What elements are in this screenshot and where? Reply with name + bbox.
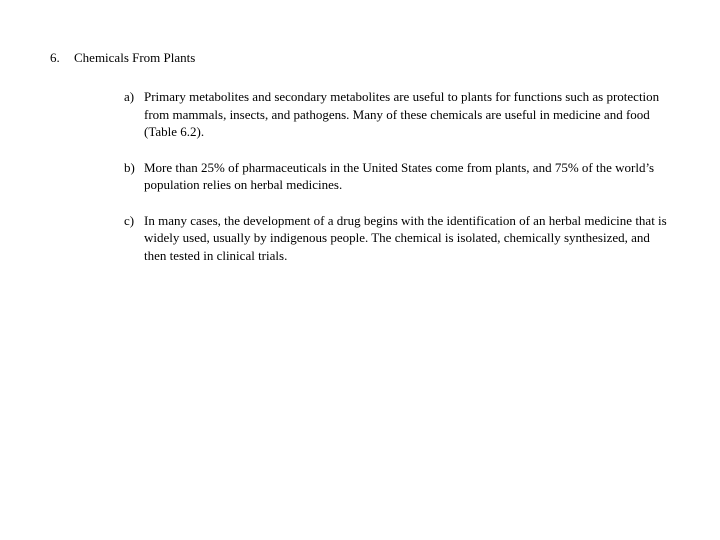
item-text: Primary metabolites and secondary metabo…: [144, 88, 670, 141]
item-marker: a): [124, 88, 144, 106]
list-item: c) In many cases, the development of a d…: [124, 212, 670, 265]
item-marker: b): [124, 159, 144, 177]
section-number: 6.: [50, 50, 74, 66]
section-title: Chemicals From Plants: [74, 50, 670, 66]
page-content: 6. Chemicals From Plants a) Primary meta…: [0, 0, 720, 282]
item-marker: c): [124, 212, 144, 230]
list-item: b) More than 25% of pharmaceuticals in t…: [124, 159, 670, 194]
list-item: a) Primary metabolites and secondary met…: [124, 88, 670, 141]
section: 6. Chemicals From Plants a) Primary meta…: [50, 50, 670, 282]
subitems-list: a) Primary metabolites and secondary met…: [74, 88, 670, 264]
item-text: In many cases, the development of a drug…: [144, 212, 670, 265]
item-text: More than 25% of pharmaceuticals in the …: [144, 159, 670, 194]
section-body: Chemicals From Plants a) Primary metabol…: [74, 50, 670, 282]
